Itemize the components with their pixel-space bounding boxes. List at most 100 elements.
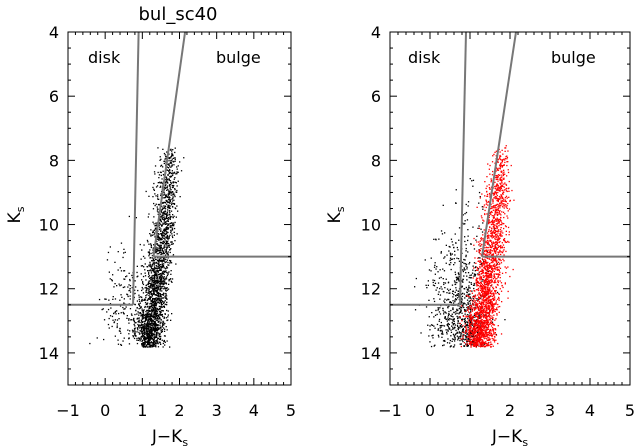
data-point [141, 249, 143, 251]
data-point [497, 200, 499, 203]
data-point [497, 325, 499, 327]
data-point [158, 264, 161, 266]
data-point [498, 211, 500, 214]
data-point [157, 236, 159, 239]
data-point [169, 261, 172, 263]
data-point [172, 172, 174, 174]
data-point [145, 295, 147, 297]
data-point [142, 292, 145, 294]
data-point [150, 337, 153, 339]
data-point [478, 332, 481, 334]
data-point [163, 317, 165, 319]
data-point [484, 284, 486, 286]
data-point [171, 164, 173, 167]
data-point [481, 303, 483, 306]
data-point [475, 266, 477, 268]
data-point [454, 291, 456, 293]
data-point [493, 338, 495, 340]
data-point [477, 280, 479, 283]
data-point [163, 267, 165, 269]
data-point [148, 324, 150, 326]
data-point [152, 282, 155, 284]
data-point [154, 309, 156, 312]
data-point [484, 311, 486, 313]
data-point [465, 255, 467, 258]
data-point [465, 327, 467, 329]
data-point [467, 340, 470, 342]
data-point [153, 303, 155, 305]
data-point [141, 339, 144, 341]
data-point [478, 227, 481, 229]
data-point [479, 261, 481, 263]
data-point [148, 342, 150, 344]
data-point [137, 321, 140, 323]
data-point [487, 308, 490, 310]
data-point [464, 339, 466, 341]
data-point [478, 257, 480, 259]
data-point [149, 322, 152, 325]
data-point [439, 329, 441, 332]
data-point [119, 328, 121, 330]
data-point [492, 311, 494, 313]
data-point [165, 290, 167, 292]
data-point [461, 298, 463, 300]
data-point [168, 217, 170, 219]
data-point [169, 190, 171, 192]
data-point [463, 267, 465, 269]
data-point [163, 189, 165, 191]
data-point [456, 324, 459, 326]
data-point [497, 275, 499, 278]
data-point [159, 284, 161, 286]
data-point [161, 211, 163, 214]
data-point [160, 257, 162, 259]
data-point [488, 335, 490, 337]
data-point [152, 288, 154, 290]
data-point [134, 280, 136, 282]
data-point [478, 249, 481, 251]
data-point [149, 339, 151, 341]
data-point [483, 260, 485, 263]
data-point [149, 324, 152, 326]
data-point [442, 290, 444, 293]
data-point [449, 292, 451, 294]
data-point [485, 266, 488, 268]
data-point [473, 323, 476, 325]
data-point [462, 340, 464, 343]
data-point [171, 241, 173, 243]
data-point [155, 274, 158, 276]
data-point [481, 286, 483, 288]
data-point [478, 316, 480, 318]
data-point [481, 309, 483, 311]
data-point [163, 335, 166, 337]
data-point [153, 345, 155, 347]
data-point [462, 214, 464, 216]
data-point [119, 267, 121, 269]
data-point [478, 324, 481, 326]
data-point [147, 338, 150, 340]
data-point [160, 319, 162, 321]
data-point [446, 342, 449, 344]
data-point [474, 339, 476, 342]
data-point [151, 257, 153, 259]
data-point [108, 271, 110, 273]
data-point [140, 329, 143, 331]
data-point [169, 199, 171, 201]
data-point [161, 322, 163, 324]
data-point [153, 244, 155, 246]
data-point [465, 304, 468, 306]
data-point [485, 299, 487, 302]
data-point [475, 314, 477, 317]
data-point [476, 341, 478, 343]
data-point [169, 160, 171, 162]
data-point [485, 295, 487, 297]
data-point [152, 274, 154, 277]
data-point [155, 287, 157, 289]
data-point [128, 338, 130, 340]
data-point [476, 341, 479, 343]
data-point [171, 235, 173, 237]
data-point [457, 328, 459, 330]
data-point [494, 336, 496, 338]
data-point [481, 288, 483, 290]
data-point [158, 302, 161, 304]
data-point [481, 294, 483, 296]
